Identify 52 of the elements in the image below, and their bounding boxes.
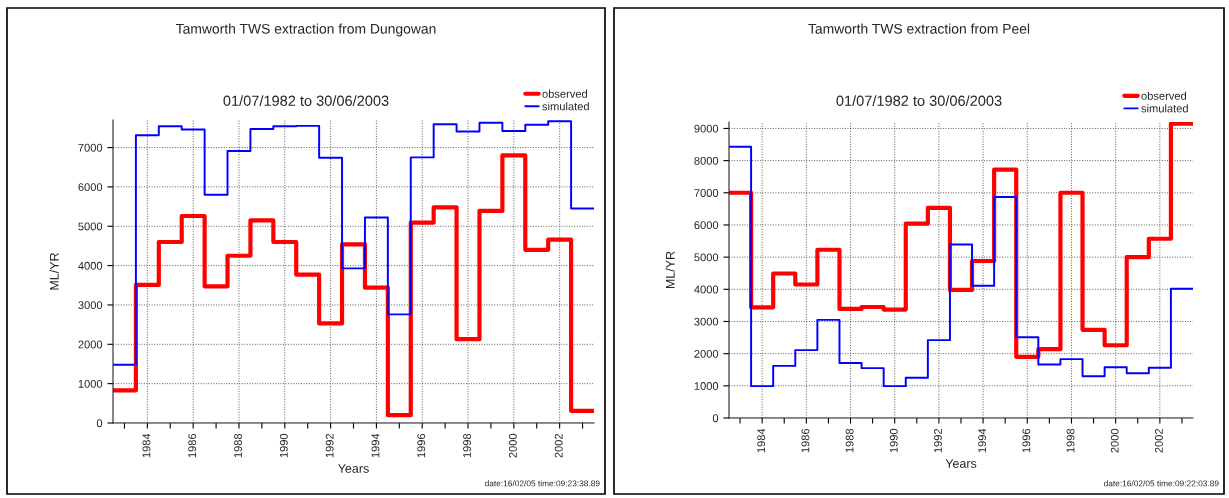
y-tick-label: 5000 <box>694 253 719 262</box>
x-axis-title: Years <box>338 464 369 473</box>
legend-label: simulated <box>542 102 589 111</box>
x-tick-label: 1992 <box>325 433 334 458</box>
y-tick-label: 9000 <box>694 124 719 133</box>
y-tick-label: 5000 <box>78 222 103 231</box>
x-tick-label: 1984 <box>142 433 151 458</box>
text: date:16/02/05 time:09:22:03.89 <box>1103 480 1219 487</box>
x-axis-title: Years <box>945 459 977 468</box>
x-tick-label: 1988 <box>845 428 854 453</box>
y-tick-label: 1000 <box>694 382 719 390</box>
y-tick-label: 1000 <box>78 379 103 388</box>
x-tick-label: 1986 <box>801 428 810 453</box>
legend-label: observed <box>542 89 587 98</box>
legend-label: observed <box>1141 91 1186 100</box>
y-tick-label: 8000 <box>694 156 719 165</box>
x-tick-label: 2000 <box>1110 428 1119 453</box>
y-tick-label: 6000 <box>78 183 103 192</box>
x-tick-label: 1990 <box>279 433 288 458</box>
y-tick-label: 3000 <box>78 301 103 310</box>
chart-subtitle: 01/07/1982 to 30/06/2003 <box>223 95 389 106</box>
x-tick-label: 1998 <box>463 433 472 458</box>
chart-title: Tamworth TWS extraction from Peel <box>808 23 1030 34</box>
x-tick-label: 1998 <box>1066 428 1075 453</box>
y-tick-label: 7000 <box>694 189 719 197</box>
y-tick-label: 2000 <box>694 349 719 358</box>
y-tick-label: 7000 <box>78 143 103 152</box>
y-tick-label: 2000 <box>78 340 103 349</box>
x-tick-label: 2002 <box>554 433 563 458</box>
x-tick-label: 1996 <box>417 433 426 458</box>
y-tick-label: 6000 <box>694 221 719 230</box>
x-tick-label: 1994 <box>371 433 380 458</box>
y-axis-title: ML/YR <box>49 252 59 290</box>
x-tick-label: 1988 <box>234 433 242 458</box>
text: date:16/02/05 time:09:23:38.89 <box>484 480 600 487</box>
chart-title: Tamworth TWS extraction from Dungowan <box>176 23 436 37</box>
y-tick-label: 0 <box>712 414 719 423</box>
y-axis-title: ML/YR <box>665 251 675 289</box>
y-tick-label: 4000 <box>78 261 103 270</box>
x-tick-label: 1992 <box>934 428 942 453</box>
x-tick-label: 1996 <box>1022 428 1031 453</box>
legend-label: simulated <box>1141 104 1188 113</box>
y-tick-label: 0 <box>96 419 103 428</box>
x-tick-label: 2000 <box>508 433 517 458</box>
y-tick-label: 4000 <box>694 285 719 294</box>
x-tick-label: 1994 <box>978 428 987 453</box>
x-tick-label: 1984 <box>757 428 766 453</box>
chart-subtitle: 01/07/1982 to 30/06/2003 <box>836 95 1002 106</box>
y-tick-label: 3000 <box>694 317 719 326</box>
x-tick-label: 2002 <box>1154 428 1163 453</box>
x-tick-label: 1990 <box>889 428 898 453</box>
x-tick-label: 1986 <box>188 433 197 458</box>
